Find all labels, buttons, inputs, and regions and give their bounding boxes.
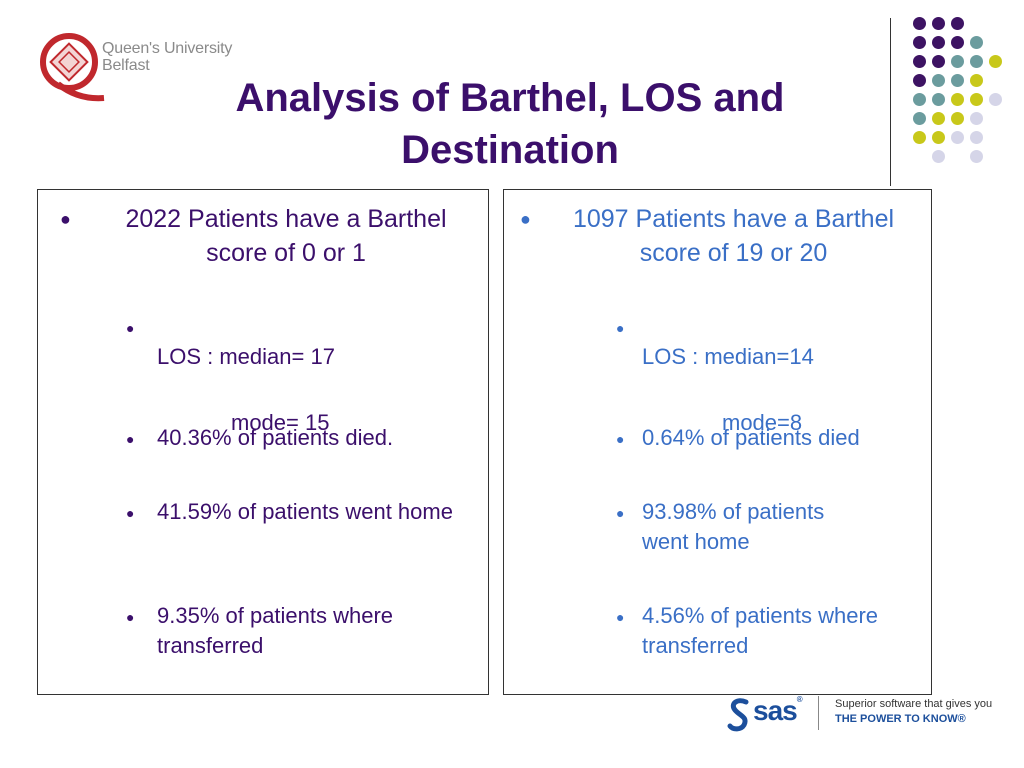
bullet-icon: ●	[126, 609, 135, 625]
decorative-dot	[932, 74, 945, 87]
decorative-dot	[970, 93, 983, 106]
right-los-item: ● LOS : median=14 mode=8	[504, 312, 931, 468]
decorative-dot	[913, 55, 926, 68]
right-transferred-text: 4.56% of patients where transferred	[642, 603, 879, 658]
right-died-item: ● 0.64% of patients died	[504, 423, 931, 453]
left-panel: ● 2022 Patients have a Barthel score of …	[37, 189, 489, 695]
decorative-dot	[951, 17, 964, 30]
decorative-dot	[951, 112, 964, 125]
decorative-dot	[932, 55, 945, 68]
right-los-mode: mode=8	[722, 410, 803, 435]
decorative-dot	[989, 93, 1002, 106]
sas-slogan: THE POWER TO KNOW®	[835, 713, 966, 725]
decorative-dot	[913, 74, 926, 87]
decorative-dot	[951, 74, 964, 87]
right-main-item: ● 1097 Patients have a Barthel score of …	[504, 202, 931, 270]
decorative-dot	[913, 131, 926, 144]
left-main-item: ● 2022 Patients have a Barthel score of …	[38, 202, 488, 270]
right-home-item: ● 93.98% of patients went home	[504, 497, 931, 557]
right-transferred-item: ● 4.56% of patients where transferred	[504, 601, 931, 661]
decorative-dot	[932, 17, 945, 30]
decorative-dot	[932, 150, 945, 163]
sas-logo: sas® Superior software that gives you TH…	[727, 695, 1007, 736]
bullet-icon: ●	[60, 209, 71, 229]
sas-wordmark: sas®	[753, 695, 803, 726]
decorative-dot	[989, 55, 1002, 68]
left-los-mode: mode= 15	[231, 410, 330, 435]
decorative-dot	[951, 131, 964, 144]
decorative-dot	[932, 93, 945, 106]
bullet-icon: ●	[126, 505, 135, 521]
decorative-dot	[932, 131, 945, 144]
left-died-text: 40.36% of patients died.	[157, 425, 394, 450]
left-los-median: LOS : median= 17	[157, 344, 335, 369]
decorative-dot	[913, 93, 926, 106]
left-home-item: ● 41.59% of patients went home	[38, 497, 488, 527]
bullet-icon: ●	[616, 320, 625, 336]
left-main-text: 2022 Patients have a Barthel score of 0 …	[125, 205, 447, 267]
left-died-item: ● 40.36% of patients died.	[38, 423, 488, 453]
decorative-dot	[932, 36, 945, 49]
bullet-icon: ●	[616, 505, 625, 521]
bullet-icon: ●	[126, 320, 135, 336]
right-los-median: LOS : median=14	[642, 344, 814, 369]
header-divider	[890, 18, 891, 186]
bullet-icon: ●	[520, 209, 531, 229]
qub-crest-icon	[40, 33, 105, 102]
page-title: Analysis of Barthel, LOS and Destination	[235, 76, 785, 172]
left-transferred-text: 9.35% of patients where transferred	[157, 603, 394, 658]
decorative-dot	[970, 112, 983, 125]
left-home-text: 41.59% of patients went home	[157, 499, 453, 524]
decorative-dot	[913, 112, 926, 125]
qub-logo: Queen's University Belfast	[38, 32, 238, 104]
decorative-dot	[970, 150, 983, 163]
bullet-icon: ●	[616, 609, 625, 625]
decorative-dot	[970, 131, 983, 144]
bullet-icon: ●	[616, 431, 625, 447]
right-main-text: 1097 Patients have a Barthel score of 19…	[572, 205, 895, 267]
right-home-text: 93.98% of patients went home	[642, 499, 825, 554]
right-died-text: 0.64% of patients died	[642, 425, 860, 450]
decorative-dot	[951, 93, 964, 106]
bullet-icon: ●	[126, 431, 135, 447]
sas-swirl-icon	[727, 698, 749, 732]
qub-name: Queen's University Belfast	[102, 40, 233, 74]
left-los-item: ● LOS : median= 17 mode= 15	[38, 312, 488, 468]
decorative-dot	[970, 74, 983, 87]
decorative-dot	[970, 36, 983, 49]
decorative-dot	[913, 17, 926, 30]
left-transferred-item: ● 9.35% of patients where transferred	[38, 601, 488, 661]
decorative-dot	[932, 112, 945, 125]
decorative-dot	[951, 55, 964, 68]
right-panel: ● 1097 Patients have a Barthel score of …	[503, 189, 932, 695]
decorative-dot	[913, 36, 926, 49]
decorative-dot	[970, 55, 983, 68]
decorative-dot	[951, 36, 964, 49]
sas-tagline: Superior software that gives you	[835, 698, 993, 710]
sas-divider	[818, 696, 819, 730]
